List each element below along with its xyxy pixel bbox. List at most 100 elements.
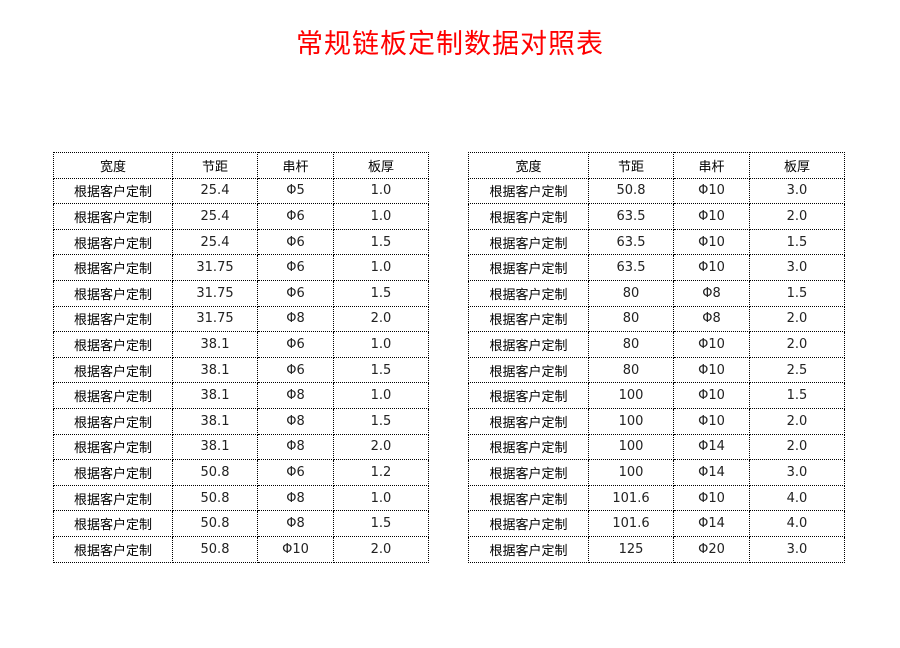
cell-rod: Φ14 (673, 433, 750, 461)
cell-thickness: 2.0 (749, 331, 845, 358)
cell-rod: Φ14 (673, 510, 750, 537)
cell-width: 根据客户定制 (53, 279, 173, 307)
cell-width: 根据客户定制 (468, 228, 589, 256)
cell-pitch: 38.1 (172, 407, 258, 435)
header-row: 宽度 节距 串杆 板厚 (468, 152, 845, 179)
table-row: 根据客户定制 63.5 Φ10 1.5 (468, 228, 845, 256)
cell-rod: Φ10 (673, 331, 750, 358)
cell-width: 根据客户定制 (53, 535, 173, 563)
cell-thickness: 2.0 (333, 433, 429, 461)
cell-rod: Φ8 (257, 407, 334, 435)
cell-thickness: 2.0 (333, 535, 429, 563)
cell-thickness: 1.5 (333, 510, 429, 537)
header-width: 宽度 (468, 152, 589, 179)
header-rod: 串杆 (673, 152, 750, 179)
cell-thickness: 2.5 (749, 356, 845, 384)
cell-pitch: 80 (588, 279, 674, 307)
cell-rod: Φ8 (257, 484, 334, 512)
cell-rod: Φ10 (673, 356, 750, 384)
cell-pitch: 100 (588, 433, 674, 461)
cell-pitch: 100 (588, 382, 674, 409)
table-row: 根据客户定制 50.8 Φ6 1.2 (53, 459, 429, 486)
table-row: 根据客户定制 101.6 Φ14 4.0 (468, 510, 845, 537)
cell-width: 根据客户定制 (53, 510, 173, 537)
cell-rod: Φ6 (257, 228, 334, 256)
cell-thickness: 1.5 (333, 279, 429, 307)
cell-pitch: 31.75 (172, 279, 258, 307)
cell-pitch: 38.1 (172, 433, 258, 461)
cell-pitch: 80 (588, 356, 674, 384)
header-rod: 串杆 (257, 152, 334, 179)
table-row: 根据客户定制 100 Φ14 2.0 (468, 433, 845, 461)
cell-thickness: 1.0 (333, 177, 429, 205)
cell-width: 根据客户定制 (468, 279, 589, 307)
cell-pitch: 25.4 (172, 203, 258, 230)
header-row: 宽度 节距 串杆 板厚 (53, 152, 429, 179)
cell-rod: Φ8 (673, 305, 750, 333)
table-row: 根据客户定制 25.4 Φ6 1.5 (53, 228, 429, 256)
cell-width: 根据客户定制 (468, 305, 589, 333)
cell-rod: Φ10 (673, 228, 750, 256)
cell-rod: Φ5 (257, 177, 334, 205)
cell-thickness: 1.5 (749, 279, 845, 307)
cell-width: 根据客户定制 (53, 382, 173, 409)
spec-table-left: 宽度 节距 串杆 板厚 根据客户定制 25.4 Φ5 1.0 根据客户定制 25.4 Φ6 1.0 根… (53, 152, 429, 563)
table-row: 根据客户定制 38.1 Φ8 2.0 (53, 433, 429, 461)
cell-rod: Φ6 (257, 254, 334, 281)
cell-thickness: 1.0 (333, 203, 429, 230)
cell-rod: Φ10 (673, 382, 750, 409)
cell-width: 根据客户定制 (468, 356, 589, 384)
cell-thickness: 1.5 (333, 407, 429, 435)
cell-pitch: 25.4 (172, 228, 258, 256)
cell-pitch: 125 (588, 535, 674, 563)
cell-width: 根据客户定制 (468, 203, 589, 230)
cell-width: 根据客户定制 (53, 177, 173, 205)
cell-width: 根据客户定制 (53, 228, 173, 256)
cell-width: 根据客户定制 (468, 254, 589, 281)
cell-pitch: 101.6 (588, 484, 674, 512)
cell-thickness: 3.0 (749, 177, 845, 205)
table-row: 根据客户定制 100 Φ10 2.0 (468, 407, 845, 435)
table-row: 根据客户定制 125 Φ20 3.0 (468, 535, 845, 563)
cell-rod: Φ14 (673, 459, 750, 486)
cell-rod: Φ10 (257, 535, 334, 563)
cell-width: 根据客户定制 (468, 484, 589, 512)
cell-pitch: 63.5 (588, 228, 674, 256)
cell-width: 根据客户定制 (53, 203, 173, 230)
cell-width: 根据客户定制 (468, 382, 589, 409)
cell-thickness: 1.0 (333, 382, 429, 409)
table-row: 根据客户定制 38.1 Φ8 1.0 (53, 382, 429, 409)
table-row: 根据客户定制 25.4 Φ5 1.0 (53, 177, 429, 205)
cell-pitch: 31.75 (172, 254, 258, 281)
cell-width: 根据客户定制 (468, 459, 589, 486)
table-row: 根据客户定制 80 Φ10 2.5 (468, 356, 845, 384)
page-title: 常规链板定制数据对照表 (296, 29, 604, 60)
cell-thickness: 2.0 (749, 203, 845, 230)
cell-pitch: 38.1 (172, 331, 258, 358)
cell-pitch: 100 (588, 459, 674, 486)
cell-thickness: 3.0 (749, 535, 845, 563)
cell-rod: Φ8 (673, 279, 750, 307)
table-row: 根据客户定制 31.75 Φ8 2.0 (53, 305, 429, 333)
cell-pitch: 31.75 (172, 305, 258, 333)
cell-thickness: 1.0 (333, 254, 429, 281)
cell-width: 根据客户定制 (53, 433, 173, 461)
cell-rod: Φ8 (257, 510, 334, 537)
cell-rod: Φ6 (257, 331, 334, 358)
table-row: 根据客户定制 100 Φ10 1.5 (468, 382, 845, 409)
cell-pitch: 50.8 (172, 535, 258, 563)
cell-thickness: 3.0 (749, 459, 845, 486)
cell-width: 根据客户定制 (468, 535, 589, 563)
cell-width: 根据客户定制 (53, 305, 173, 333)
cell-width: 根据客户定制 (53, 356, 173, 384)
table-row: 根据客户定制 101.6 Φ10 4.0 (468, 484, 845, 512)
cell-pitch: 50.8 (172, 510, 258, 537)
cell-width: 根据客户定制 (53, 407, 173, 435)
table-row: 根据客户定制 80 Φ8 2.0 (468, 305, 845, 333)
table-row: 根据客户定制 50.8 Φ10 2.0 (53, 535, 429, 563)
table-row: 根据客户定制 25.4 Φ6 1.0 (53, 203, 429, 230)
cell-width: 根据客户定制 (53, 254, 173, 281)
cell-thickness: 2.0 (749, 433, 845, 461)
cell-pitch: 80 (588, 331, 674, 358)
cell-pitch: 63.5 (588, 203, 674, 230)
